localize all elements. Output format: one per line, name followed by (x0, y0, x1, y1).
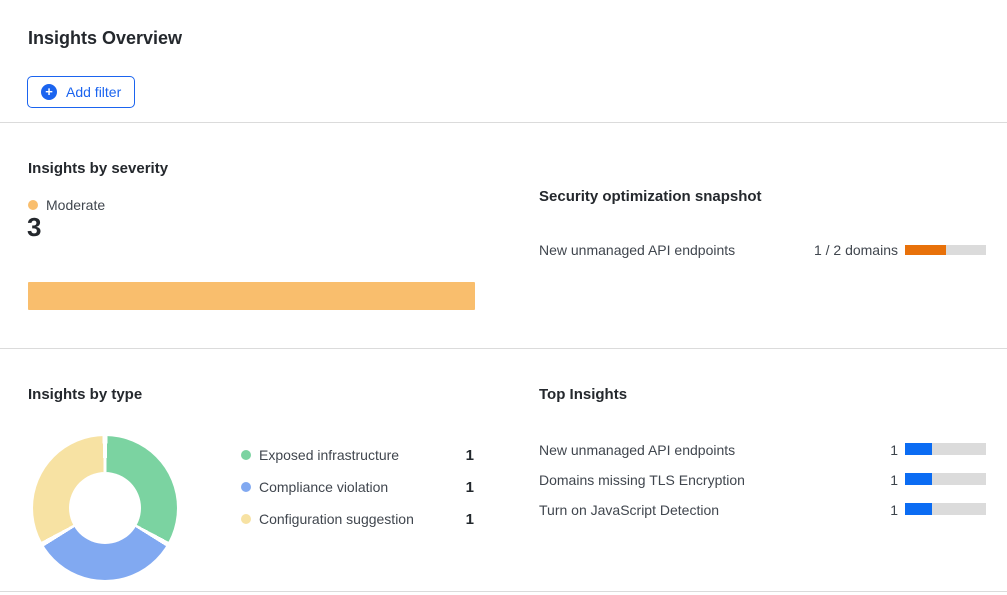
type-legend-row: Compliance violation 1 (241, 476, 474, 498)
top-insight-label: Turn on JavaScript Detection (539, 502, 720, 518)
donut-hole (69, 472, 141, 544)
top-insight-bar (905, 473, 986, 485)
insights-by-type-donut-chart (33, 436, 177, 580)
severity-bar-fill (28, 282, 475, 310)
compliance-violation-dot (241, 482, 251, 492)
type-legend-label: Configuration suggestion (259, 511, 414, 527)
top-insight-value: 1 (890, 502, 898, 518)
add-filter-label: Add filter (66, 84, 122, 100)
plus-icon: + (41, 84, 57, 100)
snapshot-progress-text: 1 / 2 domains (813, 242, 898, 258)
type-legend-value: 1 (465, 510, 474, 528)
divider (0, 591, 1007, 592)
divider (0, 348, 1007, 349)
top-insight-bar (905, 443, 986, 455)
page-title: Insights Overview (28, 28, 183, 48)
snapshot-row-label: New unmanaged API endpoints (539, 242, 736, 258)
snapshot-progress-fill (905, 245, 946, 255)
divider (0, 122, 1007, 123)
top-insight-bar-fill (905, 503, 932, 515)
top-insight-bar-fill (905, 443, 932, 455)
type-legend-label: Exposed infrastructure (259, 447, 400, 463)
snapshot-progress-bar (905, 245, 986, 255)
type-legend-label: Compliance violation (259, 479, 389, 495)
type-section-title: Insights by type (28, 386, 143, 403)
top-insight-bar (905, 503, 986, 515)
moderate-legend-label: Moderate (46, 197, 106, 213)
severity-section-title: Insights by severity (28, 160, 169, 177)
top-insight-bar-fill (905, 473, 932, 485)
exposed-infrastructure-dot (241, 450, 251, 460)
top-insight-label: New unmanaged API endpoints (539, 442, 736, 458)
add-filter-button[interactable]: + Add filter (27, 76, 136, 108)
type-legend-row: Configuration suggestion 1 (241, 508, 474, 530)
snapshot-section-title: Security optimization snapshot (539, 188, 762, 205)
severity-legend-item: Moderate (28, 197, 105, 213)
top-insight-label: Domains missing TLS Encryption (539, 472, 745, 488)
type-legend-value: 1 (465, 478, 474, 496)
type-legend-row: Exposed infrastructure 1 (241, 444, 474, 466)
severity-count: 3 (27, 212, 42, 242)
configuration-suggestion-dot (241, 514, 251, 524)
moderate-legend-dot (28, 200, 38, 210)
severity-bar (28, 282, 475, 310)
top-insights-section-title: Top Insights (539, 386, 628, 403)
top-insight-value: 1 (890, 442, 898, 458)
type-legend-value: 1 (465, 446, 474, 464)
top-insight-value: 1 (890, 472, 898, 488)
